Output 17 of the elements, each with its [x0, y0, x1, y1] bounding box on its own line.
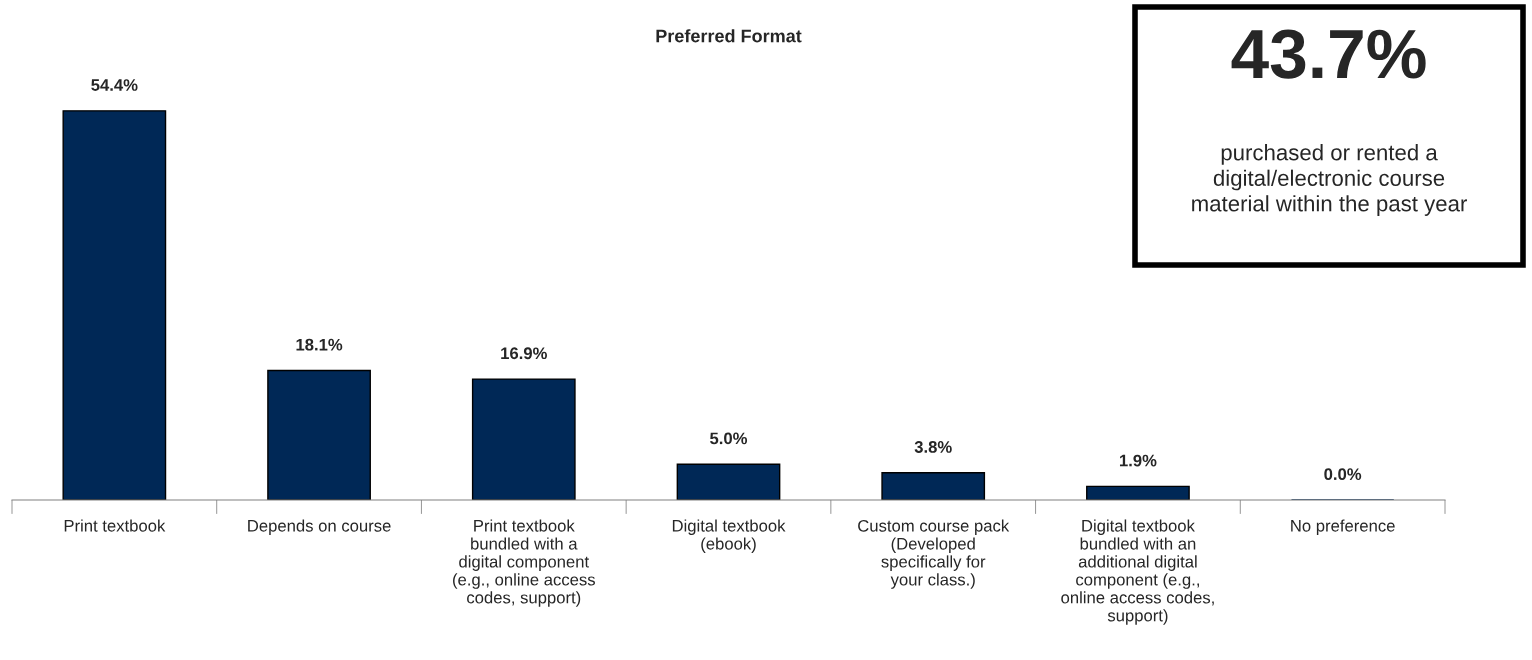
- text: 43.7%: [1231, 29, 1426, 79]
- annotation: purchased or rented a digital/electronic course material within the past year: [1192, 144, 1467, 216]
- data-label: 18.1%: [296, 338, 343, 351]
- x-tick-label: Print textbook: [64, 519, 166, 532]
- x-tick-label: Print textbook bundled with a digital component (e.g., online access codes, support): [453, 519, 595, 607]
- data-label: 54.4%: [91, 79, 138, 91]
- x-tick-label: Digital textbook (ebook): [672, 519, 786, 553]
- data-label: 1.9%: [1119, 454, 1157, 467]
- data-label: 5.0%: [710, 432, 748, 445]
- data-label: 3.8%: [914, 441, 952, 453]
- data-label: 0.0%: [1324, 468, 1362, 481]
- x-tick-label: Custom course pack (Developed specifically for your class.): [858, 519, 1010, 589]
- data-label: 16.9%: [501, 347, 547, 360]
- chart-title: Preferred Format: [656, 29, 802, 43]
- x-tick-label: Digital textbook bundled with an additional digital component (e.g., online access codes, support): [1061, 519, 1214, 625]
- x-tick-label: No preference: [1291, 519, 1395, 535]
- x-tick-label: Depends on course: [248, 519, 391, 535]
